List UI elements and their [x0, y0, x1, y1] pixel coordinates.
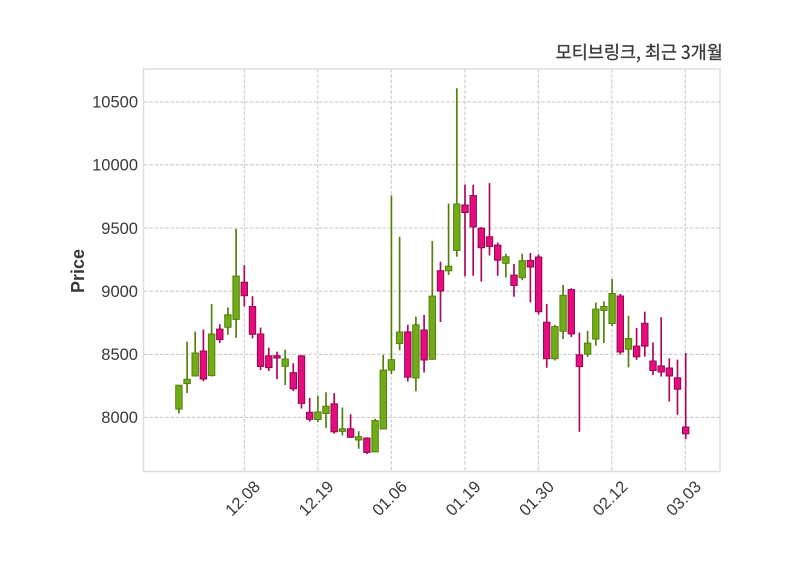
svg-text:10000: 10000 [92, 157, 138, 175]
svg-text:9500: 9500 [101, 220, 138, 238]
svg-text:Price: Price [68, 249, 88, 293]
svg-text:8000: 8000 [101, 409, 138, 427]
svg-text:10500: 10500 [92, 94, 138, 112]
svg-text:9000: 9000 [101, 283, 138, 301]
svg-text:8500: 8500 [101, 346, 138, 364]
